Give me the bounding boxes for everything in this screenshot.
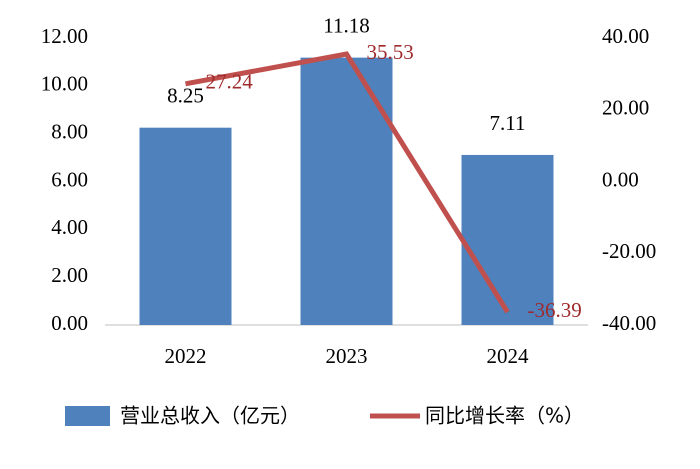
line-value-label: -36.39 <box>528 298 582 322</box>
bar <box>139 127 232 325</box>
y-tick-label: 8.00 <box>51 119 88 143</box>
line-value-label: 27.24 <box>206 70 254 94</box>
y-tick-label: 4.00 <box>51 215 88 239</box>
y2-tick-label: -40.00 <box>602 311 656 335</box>
line <box>185 51 510 314</box>
y-tick-label: 12.00 <box>41 24 88 48</box>
legend-swatch <box>65 406 110 426</box>
line-value-label: 35.53 <box>367 40 414 64</box>
y2-tick-label: 40.00 <box>602 24 649 48</box>
x-tick-label: 2024 <box>487 344 530 368</box>
legend-label: 营业总收入（亿元） <box>120 404 300 428</box>
bar-value-label: 11.18 <box>323 13 369 37</box>
x-tick-label: 2023 <box>326 344 368 368</box>
y-tick-label: 0.00 <box>51 311 88 335</box>
legend-label: 同比增长率（%） <box>425 404 584 428</box>
bar <box>461 154 554 325</box>
y2-tick-label: 0.00 <box>602 167 639 191</box>
bar-value-label: 7.11 <box>490 111 526 135</box>
y-tick-label: 6.00 <box>51 167 88 191</box>
y-tick-label: 10.00 <box>41 72 88 96</box>
y2-tick-label: -20.00 <box>602 239 656 263</box>
bar-value-label: 8.25 <box>167 84 204 108</box>
y2-tick-label: 20.00 <box>602 96 649 120</box>
y-tick-label: 2.00 <box>51 263 88 287</box>
x-tick-label: 2022 <box>165 344 207 368</box>
bar <box>300 57 393 326</box>
